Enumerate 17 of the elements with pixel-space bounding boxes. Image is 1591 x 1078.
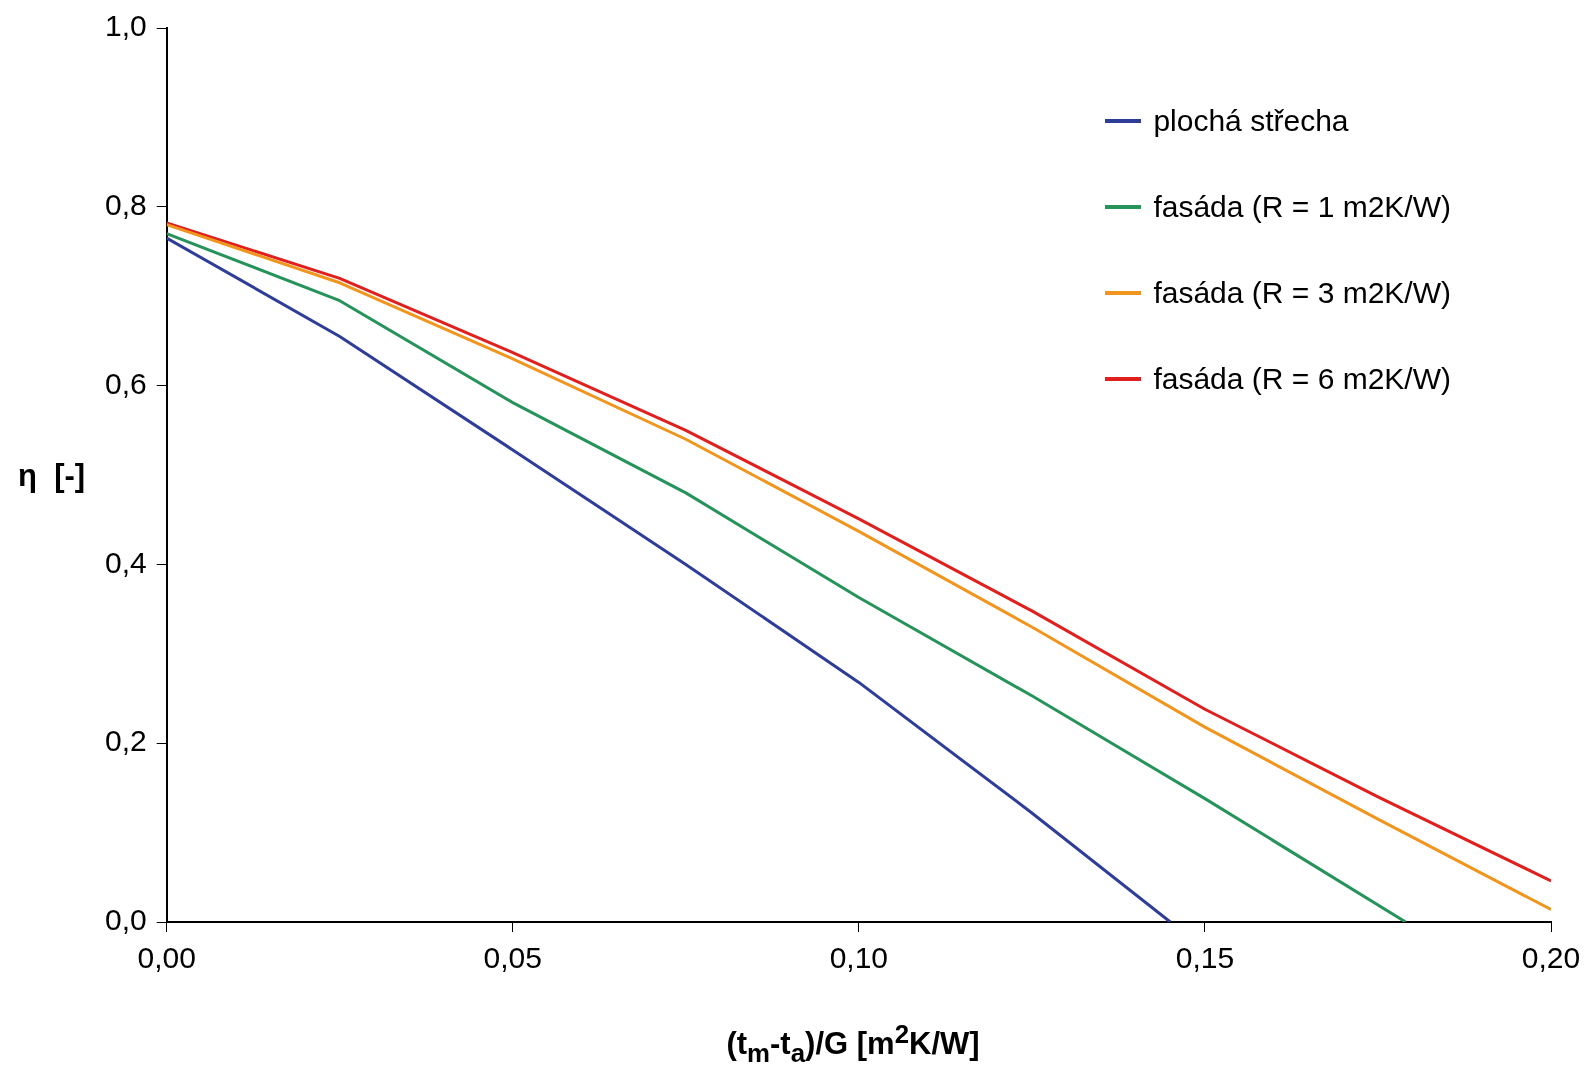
x-tick-label: 0,20	[1521, 941, 1581, 975]
legend-label: plochá střecha	[1153, 104, 1349, 138]
y-tick-label: 1,0	[104, 9, 147, 43]
y-tick-label: 0,2	[104, 724, 147, 758]
y-tick-label: 0,4	[104, 545, 147, 579]
y-tick-label: 0,0	[104, 903, 147, 937]
legend-label: fasáda (R = 1 m2K/W)	[1153, 190, 1451, 224]
x-tick-label: 0,00	[137, 941, 196, 975]
legend-label: fasáda (R = 6 m2K/W)	[1153, 362, 1451, 396]
y-tick-label: 0,8	[104, 188, 147, 222]
legend-label: fasáda (R = 3 m2K/W)	[1153, 276, 1451, 310]
x-tick-label: 0,15	[1175, 941, 1235, 975]
y-axis-title: η [-]	[18, 458, 86, 494]
y-tick-label: 0,6	[104, 366, 147, 400]
x-tick-label: 0,10	[829, 941, 889, 975]
x-axis-title: (t$_{m}$-t$_{a}$)/G [m$^{2}$K/W]	[725, 1020, 981, 1068]
x-tick-label: 0,05	[483, 941, 542, 975]
